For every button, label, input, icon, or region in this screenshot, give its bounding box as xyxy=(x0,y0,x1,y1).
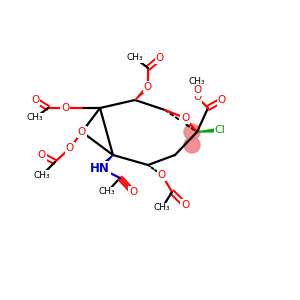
Text: O: O xyxy=(193,92,201,102)
Text: O: O xyxy=(129,187,137,197)
Text: CH₃: CH₃ xyxy=(34,170,50,179)
Text: O: O xyxy=(158,170,166,180)
Text: O: O xyxy=(181,113,189,123)
Text: O: O xyxy=(78,127,86,137)
Text: Cl: Cl xyxy=(214,125,225,135)
Polygon shape xyxy=(197,128,220,132)
Circle shape xyxy=(184,137,200,153)
Text: O: O xyxy=(218,95,226,105)
Circle shape xyxy=(184,124,200,140)
Polygon shape xyxy=(99,155,113,169)
Polygon shape xyxy=(135,86,149,100)
Text: CH₃: CH₃ xyxy=(154,203,170,212)
Text: HN: HN xyxy=(90,161,110,175)
Text: O: O xyxy=(38,150,46,160)
Text: O: O xyxy=(66,143,74,153)
Text: CH₃: CH₃ xyxy=(127,53,143,62)
Text: CH₃: CH₃ xyxy=(99,188,115,196)
Text: O: O xyxy=(156,53,164,63)
Text: O: O xyxy=(193,85,201,95)
Text: O: O xyxy=(144,82,152,92)
Text: O: O xyxy=(61,103,69,113)
Text: O: O xyxy=(181,200,189,210)
Text: CH₃: CH₃ xyxy=(27,113,43,122)
Text: O: O xyxy=(31,95,39,105)
Text: CH₃: CH₃ xyxy=(189,77,205,86)
